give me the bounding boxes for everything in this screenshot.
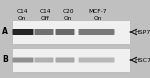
FancyBboxPatch shape xyxy=(12,57,33,62)
FancyBboxPatch shape xyxy=(12,29,33,35)
Text: HSC70: HSC70 xyxy=(135,57,150,62)
Bar xyxy=(12,48,130,72)
FancyBboxPatch shape xyxy=(34,57,54,62)
FancyBboxPatch shape xyxy=(34,29,54,35)
Text: MCF-7
On: MCF-7 On xyxy=(89,9,107,21)
Text: B: B xyxy=(2,56,8,65)
Text: C14
On: C14 On xyxy=(16,9,28,21)
Text: A: A xyxy=(2,28,8,37)
FancyBboxPatch shape xyxy=(56,57,75,62)
Text: C14
Off: C14 Off xyxy=(39,9,51,21)
FancyBboxPatch shape xyxy=(78,57,114,62)
FancyBboxPatch shape xyxy=(78,29,114,35)
Text: C20
On: C20 On xyxy=(62,9,74,21)
FancyBboxPatch shape xyxy=(56,29,75,35)
Bar xyxy=(12,20,130,44)
Text: HSP70: HSP70 xyxy=(135,29,150,34)
